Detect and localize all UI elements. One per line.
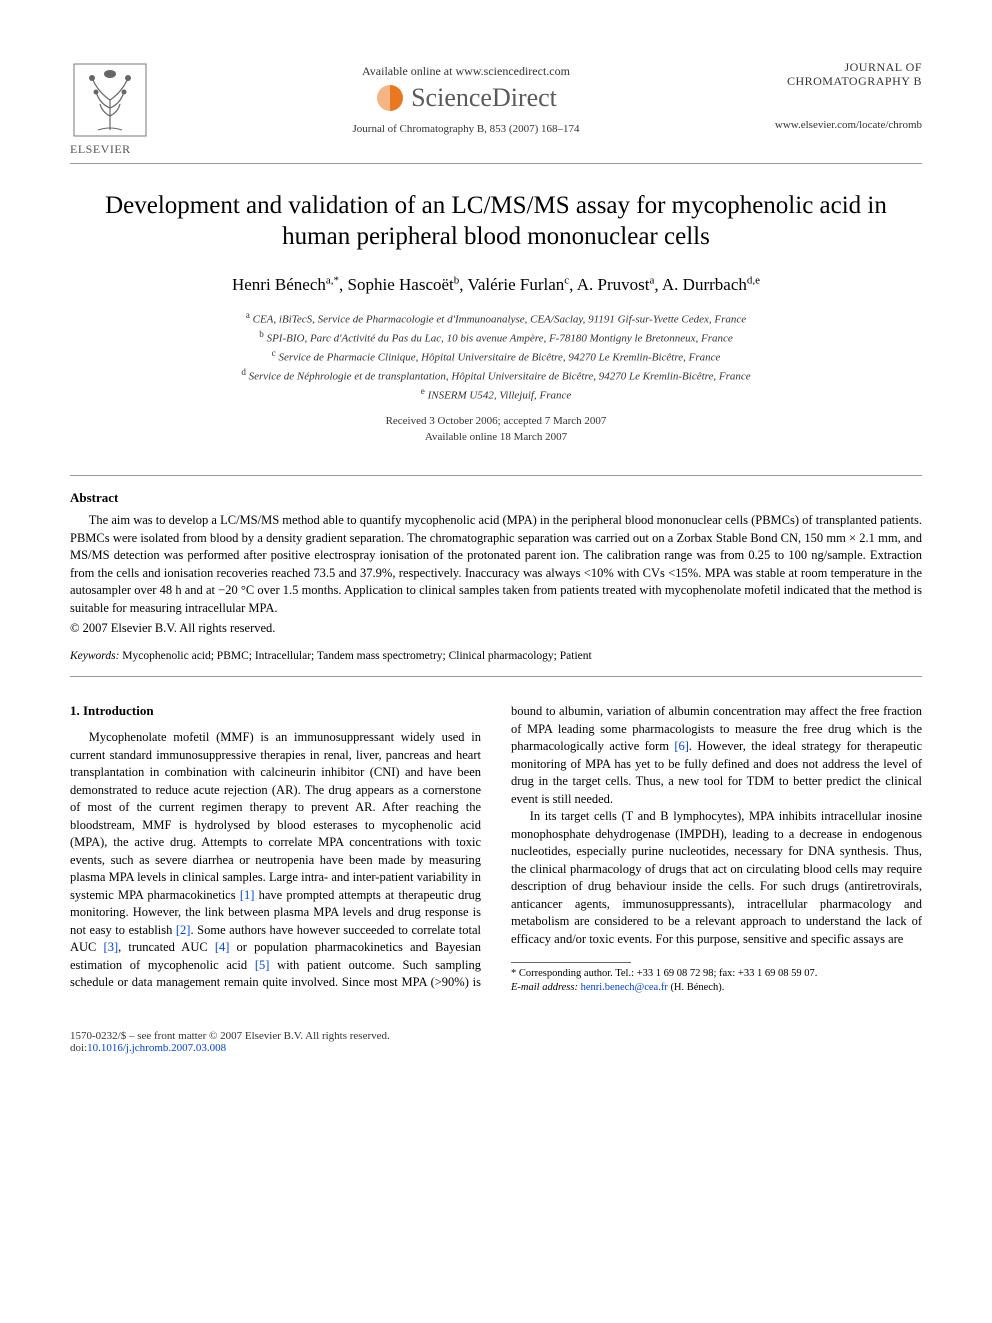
article-body-columns: 1. Introduction Mycophenolate mofetil (M… (70, 703, 922, 994)
author: Valérie Furlanc (467, 275, 569, 294)
author: A. Durrbachd,e (662, 275, 760, 294)
keywords-list: Mycophenolic acid; PBMC; Intracellular; … (122, 650, 591, 662)
body-paragraph: In its target cells (T and B lymphocytes… (511, 808, 922, 948)
author: Sophie Hascoëtb (348, 275, 460, 294)
page-footer: 1570-0232/$ – see front matter © 2007 El… (70, 1030, 922, 1054)
publisher-block: ELSEVIER (70, 60, 190, 157)
journal-reference: Journal of Chromatography B, 853 (2007) … (190, 123, 742, 135)
author-list: Henri Bénecha,*, Sophie Hascoëtb, Valéri… (70, 275, 922, 296)
header-right: JOURNAL OF CHROMATOGRAPHY B www.elsevier… (742, 60, 922, 131)
journal-url: www.elsevier.com/locate/chromb (742, 119, 922, 131)
email-link[interactable]: henri.benech@cea.fr (581, 982, 668, 993)
citation-link[interactable]: [4] (215, 940, 230, 954)
affiliation: a CEA, iBiTecS, Service de Pharmacologie… (70, 309, 922, 328)
citation-link[interactable]: [2] (176, 923, 191, 937)
affiliation: b SPI-BIO, Parc d'Activité du Pas du Lac… (70, 328, 922, 347)
affiliation: d Service de Néphrologie et de transplan… (70, 366, 922, 385)
journal-name-line2: CHROMATOGRAPHY B (787, 74, 922, 88)
affiliation: e INSERM U542, Villejuif, France (70, 385, 922, 404)
citation-link[interactable]: [3] (104, 940, 119, 954)
divider (70, 676, 922, 677)
affiliation: c Service de Pharmacie Clinique, Hôpital… (70, 347, 922, 366)
affiliation-list: a CEA, iBiTecS, Service de Pharmacologie… (70, 309, 922, 404)
footnote-corr: * Corresponding author. Tel.: +33 1 69 0… (511, 967, 922, 981)
available-online-text: Available online at www.sciencedirect.co… (190, 64, 742, 79)
citation-link[interactable]: [6] (674, 739, 689, 753)
keywords-line: Keywords: Mycophenolic acid; PBMC; Intra… (70, 650, 922, 662)
received-accepted: Received 3 October 2006; accepted 7 Marc… (70, 414, 922, 429)
elsevier-tree-logo (70, 60, 150, 140)
footer-left: 1570-0232/$ – see front matter © 2007 El… (70, 1030, 390, 1054)
citation-link[interactable]: [5] (255, 958, 270, 972)
doi-line: doi:10.1016/j.jchromb.2007.03.008 (70, 1042, 390, 1054)
abstract-copyright: © 2007 Elsevier B.V. All rights reserved… (70, 621, 922, 636)
divider (70, 475, 922, 476)
publisher-name: ELSEVIER (70, 142, 190, 157)
footnote-divider (511, 962, 631, 963)
footnote-email-line: E-mail address: henri.benech@cea.fr (H. … (511, 981, 922, 995)
doi-link[interactable]: 10.1016/j.jchromb.2007.03.008 (87, 1042, 226, 1054)
author: A. Pruvosta (577, 275, 655, 294)
abstract-body: The aim was to develop a LC/MS/MS method… (70, 512, 922, 617)
publication-dates: Received 3 October 2006; accepted 7 Marc… (70, 414, 922, 445)
abstract-section: Abstract The aim was to develop a LC/MS/… (70, 490, 922, 636)
sciencedirect-wordmark: ScienceDirect (411, 83, 557, 113)
abstract-heading: Abstract (70, 490, 922, 506)
journal-name: JOURNAL OF CHROMATOGRAPHY B (742, 60, 922, 89)
journal-header: ELSEVIER Available online at www.science… (70, 60, 922, 164)
front-matter-line: 1570-0232/$ – see front matter © 2007 El… (70, 1030, 390, 1042)
header-center: Available online at www.sciencedirect.co… (190, 60, 742, 135)
author: Henri Bénecha,* (232, 275, 339, 294)
sciencedirect-icon (375, 83, 405, 113)
article-title: Development and validation of an LC/MS/M… (70, 190, 922, 253)
corresponding-author-footnote: * Corresponding author. Tel.: +33 1 69 0… (511, 967, 922, 994)
available-online: Available online 18 March 2007 (70, 430, 922, 445)
journal-name-line1: JOURNAL OF (844, 60, 922, 74)
sciencedirect-logo: ScienceDirect (375, 83, 557, 113)
section-heading-intro: 1. Introduction (70, 703, 481, 719)
citation-link[interactable]: [1] (240, 888, 255, 902)
keywords-label: Keywords: (70, 650, 119, 662)
